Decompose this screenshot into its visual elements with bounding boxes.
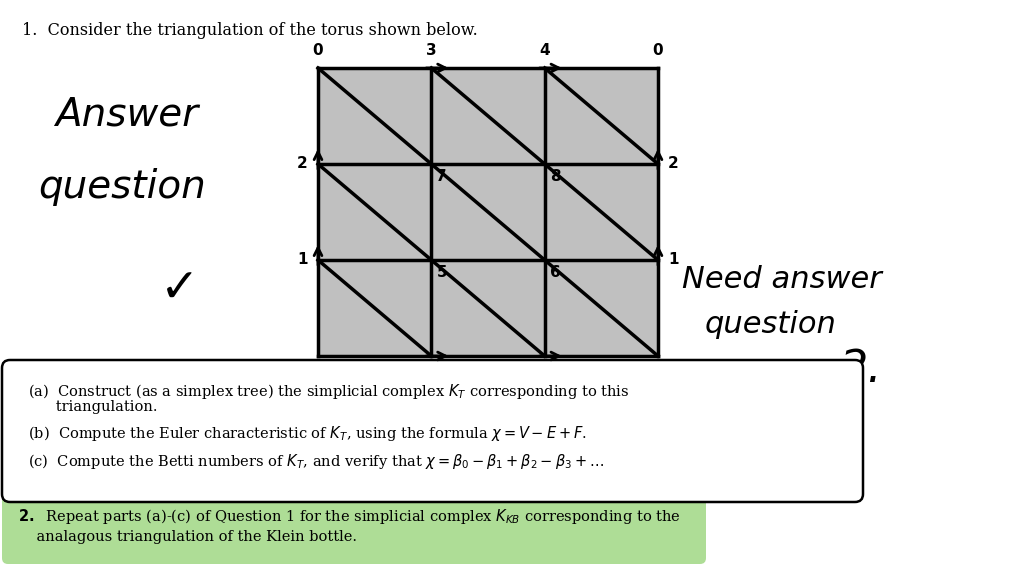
Text: 8: 8 <box>550 169 560 184</box>
Text: $\mathbf{2.}$  Repeat parts (a)-(c) of Question 1 for the simplicial complex $K_: $\mathbf{2.}$ Repeat parts (a)-(c) of Qu… <box>18 507 681 526</box>
Text: (a)  Construct (as a simplex tree) the simplicial complex $K_T$ corresponding to: (a) Construct (as a simplex tree) the si… <box>28 382 630 401</box>
Text: 0: 0 <box>652 366 664 381</box>
Text: 2: 2 <box>297 157 308 172</box>
FancyBboxPatch shape <box>2 494 706 564</box>
Polygon shape <box>318 260 431 356</box>
Polygon shape <box>545 68 658 164</box>
Text: 3: 3 <box>426 366 436 381</box>
Text: 0: 0 <box>312 366 324 381</box>
Text: 6: 6 <box>550 265 560 280</box>
Text: 4: 4 <box>540 43 550 58</box>
Text: 2.: 2. <box>840 348 883 391</box>
Text: question: question <box>38 168 206 206</box>
Text: (b)  Compute the Euler characteristic of $K_T$, using the formula $\chi = V - E : (b) Compute the Euler characteristic of … <box>28 424 587 443</box>
Polygon shape <box>545 164 658 260</box>
Text: 2: 2 <box>668 157 679 172</box>
Polygon shape <box>431 260 545 356</box>
Text: triangulation.: triangulation. <box>28 400 158 414</box>
Text: 7: 7 <box>436 169 446 184</box>
FancyBboxPatch shape <box>2 360 863 502</box>
Text: 0: 0 <box>312 43 324 58</box>
Polygon shape <box>545 260 658 356</box>
Text: 0: 0 <box>652 43 664 58</box>
Text: 1: 1 <box>668 253 679 267</box>
Text: Answer: Answer <box>55 95 198 133</box>
Text: 3: 3 <box>426 43 436 58</box>
Text: 1.  Consider the triangulation of the torus shown below.: 1. Consider the triangulation of the tor… <box>22 22 478 39</box>
Text: 1: 1 <box>298 253 308 267</box>
Text: (c)  Compute the Betti numbers of $K_T$, and verify that $\chi = \beta_0 - \beta: (c) Compute the Betti numbers of $K_T$, … <box>28 452 604 471</box>
Text: ✓: ✓ <box>160 268 200 313</box>
Polygon shape <box>318 164 431 260</box>
Polygon shape <box>431 68 545 164</box>
Polygon shape <box>318 68 431 164</box>
Text: analagous triangulation of the Klein bottle.: analagous triangulation of the Klein bot… <box>18 530 357 544</box>
Text: question: question <box>705 310 837 339</box>
Text: 4: 4 <box>540 366 550 381</box>
Polygon shape <box>431 164 545 260</box>
Text: Need answer: Need answer <box>682 265 882 294</box>
Text: 5: 5 <box>436 265 446 280</box>
